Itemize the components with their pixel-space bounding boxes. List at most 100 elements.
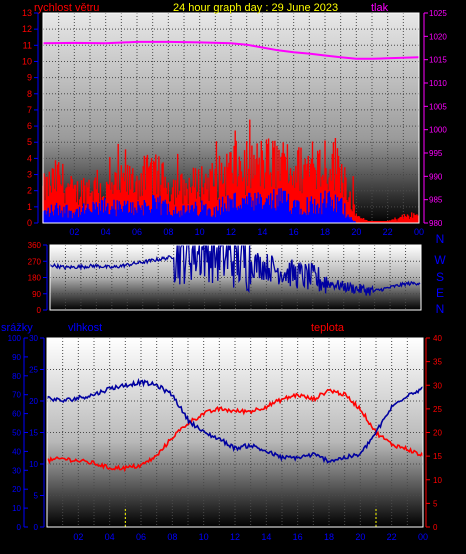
- rain-tick-label: 80: [12, 372, 21, 381]
- time-tick-label: 16: [293, 532, 303, 542]
- time-tick-label: 04: [105, 532, 115, 542]
- time-tick-label: 00: [414, 227, 424, 237]
- time-tick-label: 12: [226, 227, 236, 237]
- pressure-series: [42, 40, 420, 60]
- wind-speed-tick-label: 0: [27, 218, 32, 228]
- wind-direction-tick-label: 180: [28, 274, 42, 283]
- compass-label: E: [436, 286, 444, 300]
- wind-speed-tick-label: 3: [27, 170, 32, 180]
- wind-speed-tick-label: 1: [27, 202, 32, 212]
- wind-speed-tick-label: 7: [27, 105, 32, 115]
- rain-tick-label: 100: [8, 334, 22, 343]
- chart-title: 24 hour graph day : 29 June 2023: [173, 2, 338, 14]
- temperature-tick-label: 40: [433, 334, 442, 343]
- pressure-tick-label: 990: [429, 172, 443, 181]
- time-tick-label: 16: [289, 227, 299, 237]
- temperature-series: [46, 388, 424, 473]
- time-tick-label: 00: [418, 532, 428, 542]
- pressure-tick-label: 1010: [429, 79, 447, 88]
- wind-speed-tick-label: 6: [27, 121, 32, 131]
- rain-tick-label: 0: [17, 523, 22, 532]
- wind-direction-tick-label: 90: [32, 290, 41, 299]
- rain-tick-label: 90: [12, 353, 21, 362]
- humidity-tick-label: 20: [29, 397, 38, 406]
- climate-axes: 0102030405060708090100051015202530051015…: [8, 334, 443, 542]
- humidity-tick-label: 15: [29, 429, 38, 438]
- pressure-tick-label: 1025: [429, 9, 447, 18]
- pressure-tick-label: 985: [429, 196, 443, 205]
- climate-series: [46, 377, 424, 527]
- temperature-tick-label: 35: [433, 358, 442, 367]
- rain-tick-label: 40: [12, 447, 21, 456]
- temperature-axis-label: teplota: [311, 322, 345, 334]
- temperature-tick-label: 20: [433, 429, 442, 438]
- rain-tick-label: 50: [12, 429, 21, 438]
- wind-speed-tick-label: 10: [22, 56, 32, 66]
- rain-tick-label: 60: [12, 410, 21, 419]
- wind-pressure-series: [42, 40, 420, 223]
- humidity-tick-label: 0: [34, 523, 39, 532]
- humidity-axis-label: vlhkost: [68, 322, 102, 334]
- rain-tick-label: 30: [12, 466, 21, 475]
- pressure-tick-label: 1005: [429, 102, 447, 111]
- climate-plot-frame: [46, 337, 424, 528]
- wind-direction-tick-label: 360: [28, 241, 42, 250]
- wind-pressure-axes: 0123456789101112139809859909951000100510…: [22, 8, 447, 237]
- humidity-tick-label: 5: [34, 492, 39, 501]
- time-tick-label: 06: [136, 532, 146, 542]
- time-tick-label: 02: [69, 227, 79, 237]
- compass-label: N: [436, 232, 445, 246]
- time-tick-label: 18: [320, 227, 330, 237]
- humidity-tick-label: 25: [29, 366, 38, 375]
- wind-speed-axis-label: rychlost větru: [34, 2, 99, 14]
- pressure-tick-label: 1000: [429, 126, 447, 135]
- compass-label: N: [436, 302, 445, 316]
- humidity-tick-label: 10: [29, 460, 38, 469]
- rain-tick-label: 20: [12, 485, 21, 494]
- time-tick-label: 04: [101, 227, 111, 237]
- compass-label: S: [436, 270, 444, 284]
- wind-direction-tick-label: 0: [37, 306, 42, 315]
- wind-speed-tick-label: 12: [22, 24, 32, 34]
- temperature-tick-label: 0: [433, 523, 438, 532]
- time-tick-label: 02: [73, 532, 83, 542]
- time-tick-label: 14: [257, 227, 267, 237]
- climate-plot-area: [47, 338, 423, 527]
- time-tick-label: 10: [195, 227, 205, 237]
- humidity-series: [46, 377, 424, 464]
- time-tick-label: 14: [261, 532, 271, 542]
- compass-label: W: [434, 253, 446, 267]
- time-tick-label: 08: [167, 532, 177, 542]
- wind-pressure-plot-frame: [42, 12, 420, 224]
- pressure-tick-label: 980: [429, 219, 443, 228]
- pressure-tick-label: 1020: [429, 32, 447, 41]
- wind-speed-tick-label: 8: [27, 89, 32, 99]
- rain-axis-label: srážky: [1, 322, 33, 334]
- wind-speed-tick-label: 11: [23, 40, 32, 50]
- wind-direction-grid: [50, 245, 421, 310]
- temperature-tick-label: 5: [433, 499, 438, 508]
- time-tick-label: 22: [383, 227, 393, 237]
- time-tick-label: 20: [355, 532, 365, 542]
- time-tick-label: 08: [163, 227, 173, 237]
- rain-tick-label: 70: [12, 391, 21, 400]
- wind-speed-tick-label: 9: [27, 73, 32, 83]
- time-tick-label: 22: [387, 532, 397, 542]
- rain-tick-label: 10: [12, 504, 21, 513]
- wind-direction-plot-frame: [49, 244, 422, 311]
- time-tick-label: 18: [324, 532, 334, 542]
- pressure-tick-label: 1015: [429, 56, 447, 65]
- wind-speed-tick-label: 5: [27, 137, 32, 147]
- time-tick-label: 06: [132, 227, 142, 237]
- time-tick-label: 10: [199, 532, 209, 542]
- time-tick-label: 12: [230, 532, 240, 542]
- time-tick-label: 20: [351, 227, 361, 237]
- temperature-tick-label: 25: [433, 405, 442, 414]
- temperature-tick-label: 10: [433, 476, 442, 485]
- wind-speed-tick-label: 13: [22, 8, 32, 18]
- temperature-tick-label: 30: [433, 381, 442, 390]
- humidity-tick-label: 30: [29, 334, 38, 343]
